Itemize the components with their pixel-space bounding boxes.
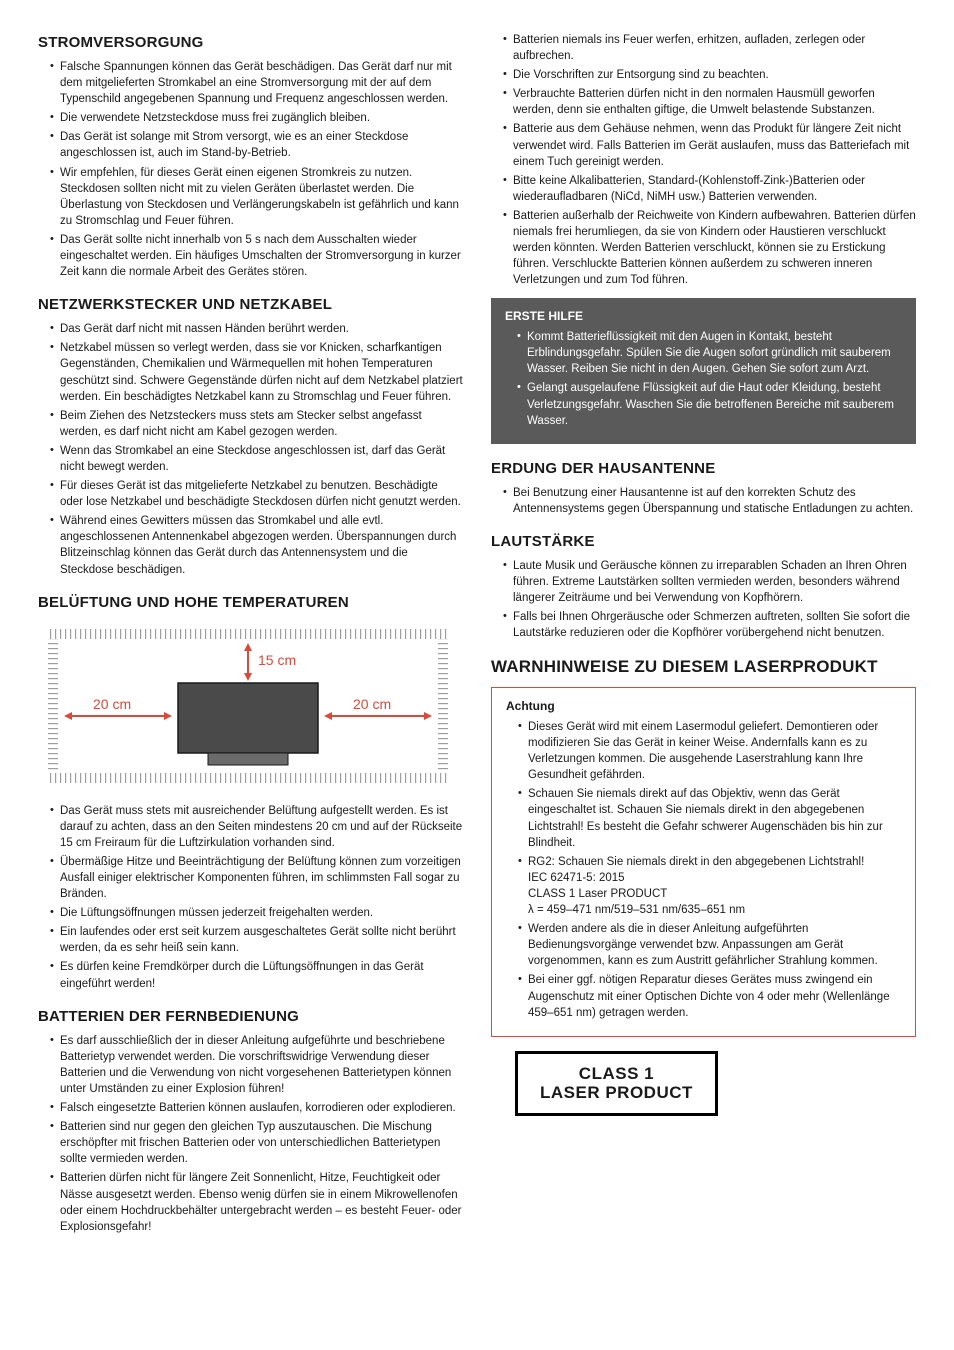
- list-item: Falls bei Ihnen Ohrgeräusche oder Schmer…: [503, 609, 916, 641]
- section-netzkabel-list: Das Gerät darf nicht mit nassen Händen b…: [38, 321, 463, 577]
- list-item: Das Gerät sollte nicht innerhalb von 5 s…: [50, 232, 463, 280]
- list-item: Das Gerät muss stets mit ausreichender B…: [50, 803, 463, 851]
- section-laser-title: WARNHINWEISE ZU DIESEM LASERPRODUKT: [491, 655, 916, 679]
- list-item: Die Vorschriften zur Entsorgung sind zu …: [503, 67, 916, 83]
- diagram-top-label: 15 cm: [258, 652, 296, 668]
- list-item: Falsche Spannungen können das Gerät besc…: [50, 59, 463, 107]
- list-item: Übermäßige Hitze und Beeinträchtigung de…: [50, 854, 463, 902]
- list-item: Laute Musik und Geräusche können zu irre…: [503, 558, 916, 606]
- list-item: Falsch eingesetzte Batterien können ausl…: [50, 1100, 463, 1116]
- first-aid-box: ERSTE HILFE Kommt Batterieflüssigkeit mi…: [491, 298, 916, 443]
- section-batterien-cont-list: Batterien niemals ins Feuer werfen, erhi…: [491, 32, 916, 288]
- laser-warning-title: Achtung: [506, 698, 901, 715]
- class1-laser-label: CLASS 1 LASER PRODUCT: [515, 1051, 718, 1116]
- list-item: Das Gerät darf nicht mit nassen Händen b…: [50, 321, 463, 337]
- list-item: Wir empfehlen, für dieses Gerät einen ei…: [50, 165, 463, 229]
- laser-warning-list: Dieses Gerät wird mit einem Lasermodul g…: [506, 719, 901, 1021]
- laser-warning-box: Achtung Dieses Gerät wird mit einem Lase…: [491, 687, 916, 1036]
- left-column: STROMVERSORGUNG Falsche Spannungen könne…: [38, 32, 463, 1245]
- list-item: Beim Ziehen des Netzsteckers muss stets …: [50, 408, 463, 440]
- section-erdung-title: ERDUNG DER HAUSANTENNE: [491, 458, 916, 479]
- list-item: Batterien außerhalb der Reichweite von K…: [503, 208, 916, 288]
- list-item: Netzkabel müssen so verlegt werden, dass…: [50, 340, 463, 404]
- section-stromversorgung-list: Falsche Spannungen können das Gerät besc…: [38, 59, 463, 280]
- list-item: Batterien sind nur gegen den gleichen Ty…: [50, 1119, 463, 1167]
- list-item: Ein laufendes oder erst seit kurzem ausg…: [50, 924, 463, 956]
- two-column-layout: STROMVERSORGUNG Falsche Spannungen könne…: [38, 32, 916, 1245]
- list-item: Gelangt ausgelaufene Flüssigkeit auf die…: [517, 380, 902, 428]
- list-item: RG2: Schauen Sie niemals direkt in den a…: [518, 854, 901, 918]
- list-item: Kommt Batterieflüssigkeit mit den Augen …: [517, 329, 902, 377]
- list-item: Das Gerät ist solange mit Strom versorgt…: [50, 129, 463, 161]
- list-item: Schauen Sie niemals direkt auf das Objek…: [518, 786, 901, 850]
- list-item: Es darf ausschließlich der in dieser Anl…: [50, 1033, 463, 1097]
- section-erdung-list: Bei Benutzung einer Hausantenne ist auf …: [491, 485, 916, 517]
- section-lautstaerke-title: LAUTSTÄRKE: [491, 531, 916, 552]
- ventilation-svg: 15 cm 20 cm 20 cm: [38, 621, 458, 791]
- diagram-right-label: 20 cm: [353, 696, 391, 712]
- list-item: Die verwendete Netzsteckdose muss frei z…: [50, 110, 463, 126]
- list-item: Batterien niemals ins Feuer werfen, erhi…: [503, 32, 916, 64]
- section-batterien-list: Es darf ausschließlich der in dieser Anl…: [38, 1033, 463, 1235]
- list-item: Bei einer ggf. nötigen Reparatur dieses …: [518, 972, 901, 1020]
- list-item: Batterie aus dem Gehäuse nehmen, wenn da…: [503, 121, 916, 169]
- list-item: Bei Benutzung einer Hausantenne ist auf …: [503, 485, 916, 517]
- list-item: Bitte keine Alkalibatterien, Standard-(K…: [503, 173, 916, 205]
- first-aid-list: Kommt Batterieflüssigkeit mit den Augen …: [505, 329, 902, 429]
- list-item: Während eines Gewitters müssen das Strom…: [50, 513, 463, 577]
- section-belueftung-list: Das Gerät muss stets mit ausreichender B…: [38, 803, 463, 992]
- section-belueftung-title: BELÜFTUNG UND HOHE TEMPERATUREN: [38, 592, 463, 613]
- list-item: Dieses Gerät wird mit einem Lasermodul g…: [518, 719, 901, 783]
- section-lautstaerke-list: Laute Musik und Geräusche können zu irre…: [491, 558, 916, 641]
- ventilation-diagram: 15 cm 20 cm 20 cm: [38, 621, 463, 791]
- section-stromversorgung-title: STROMVERSORGUNG: [38, 32, 463, 53]
- list-item: Für dieses Gerät ist das mitgelieferte N…: [50, 478, 463, 510]
- section-netzkabel-title: NETZWERKSTECKER UND NETZKABEL: [38, 294, 463, 315]
- class1-line1: CLASS 1: [579, 1064, 654, 1083]
- list-item: Es dürfen keine Fremdkörper durch die Lü…: [50, 959, 463, 991]
- list-item: Werden andere als die in dieser Anleitun…: [518, 921, 901, 969]
- first-aid-title: ERSTE HILFE: [505, 308, 902, 325]
- list-item: Verbrauchte Batterien dürfen nicht in de…: [503, 86, 916, 118]
- section-batterien-title: BATTERIEN DER FERNBEDIENUNG: [38, 1006, 463, 1027]
- class1-line2: LASER PRODUCT: [540, 1083, 693, 1102]
- right-column: Batterien niemals ins Feuer werfen, erhi…: [491, 32, 916, 1245]
- list-item: Die Lüftungsöffnungen müssen jederzeit f…: [50, 905, 463, 921]
- list-item: Batterien dürfen nicht für längere Zeit …: [50, 1170, 463, 1234]
- list-item: Wenn das Stromkabel an eine Steckdose an…: [50, 443, 463, 475]
- diagram-left-label: 20 cm: [93, 696, 131, 712]
